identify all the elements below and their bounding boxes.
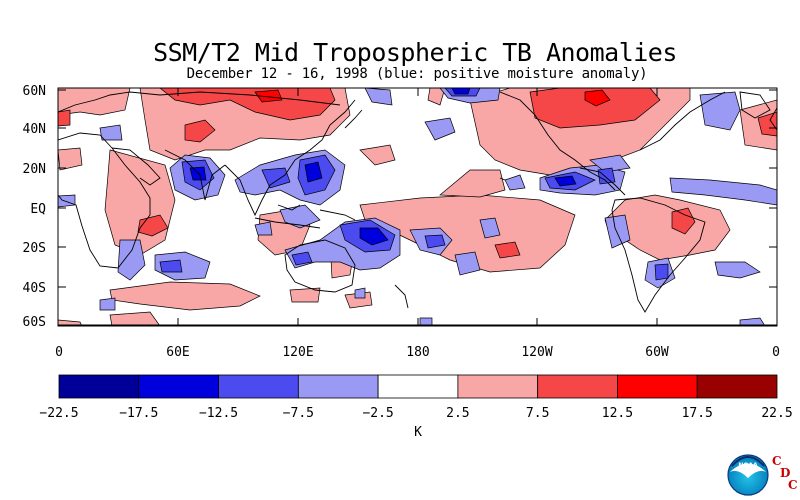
cdc-letter-c1: C <box>772 454 782 468</box>
lat-label-60s: 60S <box>23 315 46 330</box>
lat-label-60n: 60N <box>23 84 46 99</box>
lon-label-0-east: 0 <box>772 345 780 360</box>
lon-label-180: 180 <box>406 345 429 360</box>
colorbar-swatch-8 <box>696 374 778 399</box>
cdc-letter-d: D <box>780 466 790 480</box>
latitude-axis <box>58 89 777 288</box>
lat-label-eq: EQ <box>30 202 46 217</box>
positive-anomaly-strong <box>254 89 611 107</box>
colorbar-tick-label-2: −12.5 <box>199 406 238 421</box>
colorbar-tick-label-0: −22.5 <box>39 406 78 421</box>
lon-label-0: 0 <box>55 345 63 360</box>
lon-label-60w: 60W <box>645 345 669 360</box>
colorbar-swatch-4 <box>377 374 459 399</box>
colorbar-tick-labels: −22.5 −17.5 −12.5 −7.5 −2.5 2.5 7.5 12.5 17.5 22.… <box>39 406 792 421</box>
colorbar-unit-label: K <box>414 425 422 440</box>
longitude-axis <box>177 88 658 326</box>
lat-label-20s: 20S <box>23 241 46 256</box>
colorbar-tick-label-3: −7.5 <box>283 406 314 421</box>
colorbar-tick-label-7: 12.5 <box>602 406 633 421</box>
colorbar-swatch-6 <box>537 374 618 399</box>
cdc-letter-c2: C <box>788 478 798 492</box>
noaa-logo-text: NOAA <box>738 462 758 469</box>
colorbar-tick-label-6: 7.5 <box>526 406 549 421</box>
negative-anomaly-strong <box>189 88 577 246</box>
map-subtitle: December 12 - 16, 1998 (blue: positive m… <box>186 66 648 82</box>
colorbar-swatch-3 <box>297 374 379 399</box>
noaa-logo: NOAA <box>727 454 769 496</box>
lat-label-40n: 40N <box>23 122 46 137</box>
lon-label-60e: 60E <box>166 345 189 360</box>
lon-label-120e: 120E <box>282 345 313 360</box>
colorbar-swatch-0 <box>58 374 140 399</box>
colorbar-swatch-7 <box>617 374 698 399</box>
lat-label-20n: 20N <box>23 162 46 177</box>
colorbar-tick-label-4: −2.5 <box>362 406 393 421</box>
colorbar-swatch-5 <box>457 374 539 399</box>
colorbar <box>58 374 778 399</box>
colorbar-swatch-2 <box>218 374 299 399</box>
anomaly-field <box>58 88 777 326</box>
colorbar-tick-label-8: 17.5 <box>682 406 713 421</box>
lon-label-120w: 120W <box>521 345 552 360</box>
colorbar-swatch-1 <box>138 374 219 399</box>
colorbar-tick-label-9: 22.5 <box>761 406 792 421</box>
colorbar-tick-label-5: 2.5 <box>446 406 469 421</box>
positive-anomaly-medium <box>58 88 777 259</box>
colorbar-tick-label-1: −17.5 <box>119 406 158 421</box>
lat-label-40s: 40S <box>23 281 46 296</box>
map-title: SSM/T2 Mid Tropospheric TB Anomalies <box>153 38 677 67</box>
